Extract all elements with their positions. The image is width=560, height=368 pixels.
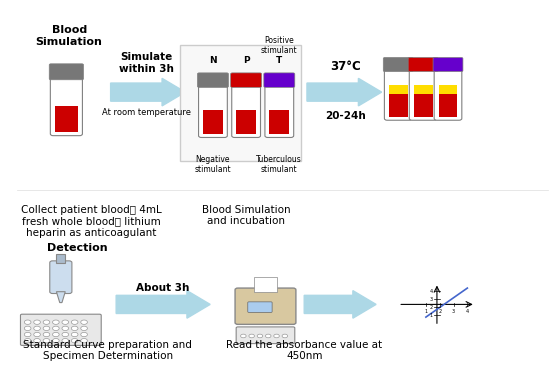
Circle shape: [24, 339, 31, 343]
Text: Simulate
within 3h: Simulate within 3h: [119, 52, 174, 74]
Circle shape: [81, 332, 87, 337]
FancyBboxPatch shape: [433, 57, 463, 72]
FancyBboxPatch shape: [265, 81, 293, 138]
Bar: [438, 85, 458, 94]
FancyBboxPatch shape: [248, 302, 272, 312]
Polygon shape: [304, 291, 376, 318]
Circle shape: [24, 326, 31, 330]
Circle shape: [62, 326, 68, 330]
Text: Positive
stimulant: Positive stimulant: [261, 36, 297, 55]
Circle shape: [62, 332, 68, 337]
Circle shape: [43, 332, 50, 337]
Bar: [55, 106, 78, 132]
Text: 2: 2: [438, 309, 441, 314]
FancyBboxPatch shape: [409, 66, 437, 120]
Circle shape: [43, 339, 50, 343]
Text: 1: 1: [424, 309, 427, 314]
Circle shape: [282, 334, 288, 338]
Circle shape: [53, 332, 59, 337]
Circle shape: [81, 326, 87, 330]
FancyBboxPatch shape: [235, 288, 296, 324]
Text: Standard Curve preparation and
Specimen Determination: Standard Curve preparation and Specimen …: [24, 340, 192, 361]
FancyBboxPatch shape: [50, 261, 72, 294]
Text: Detection: Detection: [47, 243, 108, 253]
Polygon shape: [57, 292, 66, 302]
Text: 2: 2: [430, 305, 432, 310]
FancyBboxPatch shape: [21, 314, 101, 346]
Circle shape: [34, 326, 40, 330]
Text: Blood
Simulation: Blood Simulation: [36, 25, 102, 47]
Circle shape: [249, 334, 254, 338]
Text: P: P: [243, 56, 249, 65]
Bar: [414, 94, 432, 117]
Text: 3: 3: [430, 297, 432, 302]
Circle shape: [81, 320, 87, 324]
Bar: [414, 85, 432, 94]
Bar: [389, 94, 408, 117]
Polygon shape: [111, 78, 185, 106]
Text: 4: 4: [466, 309, 469, 314]
Circle shape: [53, 339, 59, 343]
Circle shape: [71, 326, 78, 330]
Bar: [236, 110, 256, 134]
Circle shape: [34, 339, 40, 343]
Bar: [254, 277, 277, 292]
Text: T: T: [276, 56, 282, 65]
Circle shape: [53, 320, 59, 324]
FancyBboxPatch shape: [236, 327, 295, 344]
Text: 4: 4: [430, 289, 432, 294]
FancyBboxPatch shape: [49, 64, 83, 80]
Circle shape: [265, 334, 271, 338]
Bar: [57, 254, 66, 263]
FancyBboxPatch shape: [384, 66, 412, 120]
FancyBboxPatch shape: [180, 45, 301, 161]
Bar: [389, 85, 408, 94]
Circle shape: [62, 339, 68, 343]
Circle shape: [62, 320, 68, 324]
Circle shape: [274, 334, 279, 338]
Circle shape: [43, 320, 50, 324]
Text: Tuberculous
stimulant: Tuberculous stimulant: [256, 155, 302, 174]
Circle shape: [241, 334, 246, 338]
Text: 20-24h: 20-24h: [325, 111, 366, 121]
Circle shape: [43, 326, 50, 330]
Circle shape: [81, 339, 87, 343]
Circle shape: [71, 332, 78, 337]
Circle shape: [71, 320, 78, 324]
FancyBboxPatch shape: [232, 81, 260, 138]
Text: 1: 1: [430, 313, 432, 318]
Circle shape: [53, 326, 59, 330]
Text: Negative
stimulant: Negative stimulant: [195, 155, 231, 174]
FancyBboxPatch shape: [408, 57, 438, 72]
FancyBboxPatch shape: [198, 73, 228, 87]
Bar: [438, 94, 458, 117]
Text: Blood Simulation
and incubation: Blood Simulation and incubation: [202, 205, 291, 226]
Text: Read the absorbance value at
450nm: Read the absorbance value at 450nm: [226, 340, 382, 361]
Polygon shape: [116, 291, 210, 318]
Text: At room temperature: At room temperature: [102, 107, 191, 117]
Circle shape: [34, 332, 40, 337]
Text: About 3h: About 3h: [137, 283, 190, 293]
FancyBboxPatch shape: [50, 74, 82, 136]
Bar: [203, 110, 223, 134]
Polygon shape: [307, 78, 381, 106]
FancyBboxPatch shape: [231, 73, 262, 87]
FancyBboxPatch shape: [264, 73, 295, 87]
Text: 37°C: 37°C: [330, 60, 361, 73]
Circle shape: [24, 332, 31, 337]
Circle shape: [71, 339, 78, 343]
FancyBboxPatch shape: [383, 57, 413, 72]
Circle shape: [34, 320, 40, 324]
FancyBboxPatch shape: [434, 66, 462, 120]
Text: Collect patient blood： 4mL
fresh whole blood， lithium
heparin as anticoagulant: Collect patient blood： 4mL fresh whole b…: [21, 205, 162, 238]
Text: 3: 3: [452, 309, 455, 314]
Circle shape: [24, 320, 31, 324]
Text: N: N: [209, 56, 217, 65]
Bar: [269, 110, 290, 134]
Circle shape: [257, 334, 263, 338]
FancyBboxPatch shape: [199, 81, 227, 138]
